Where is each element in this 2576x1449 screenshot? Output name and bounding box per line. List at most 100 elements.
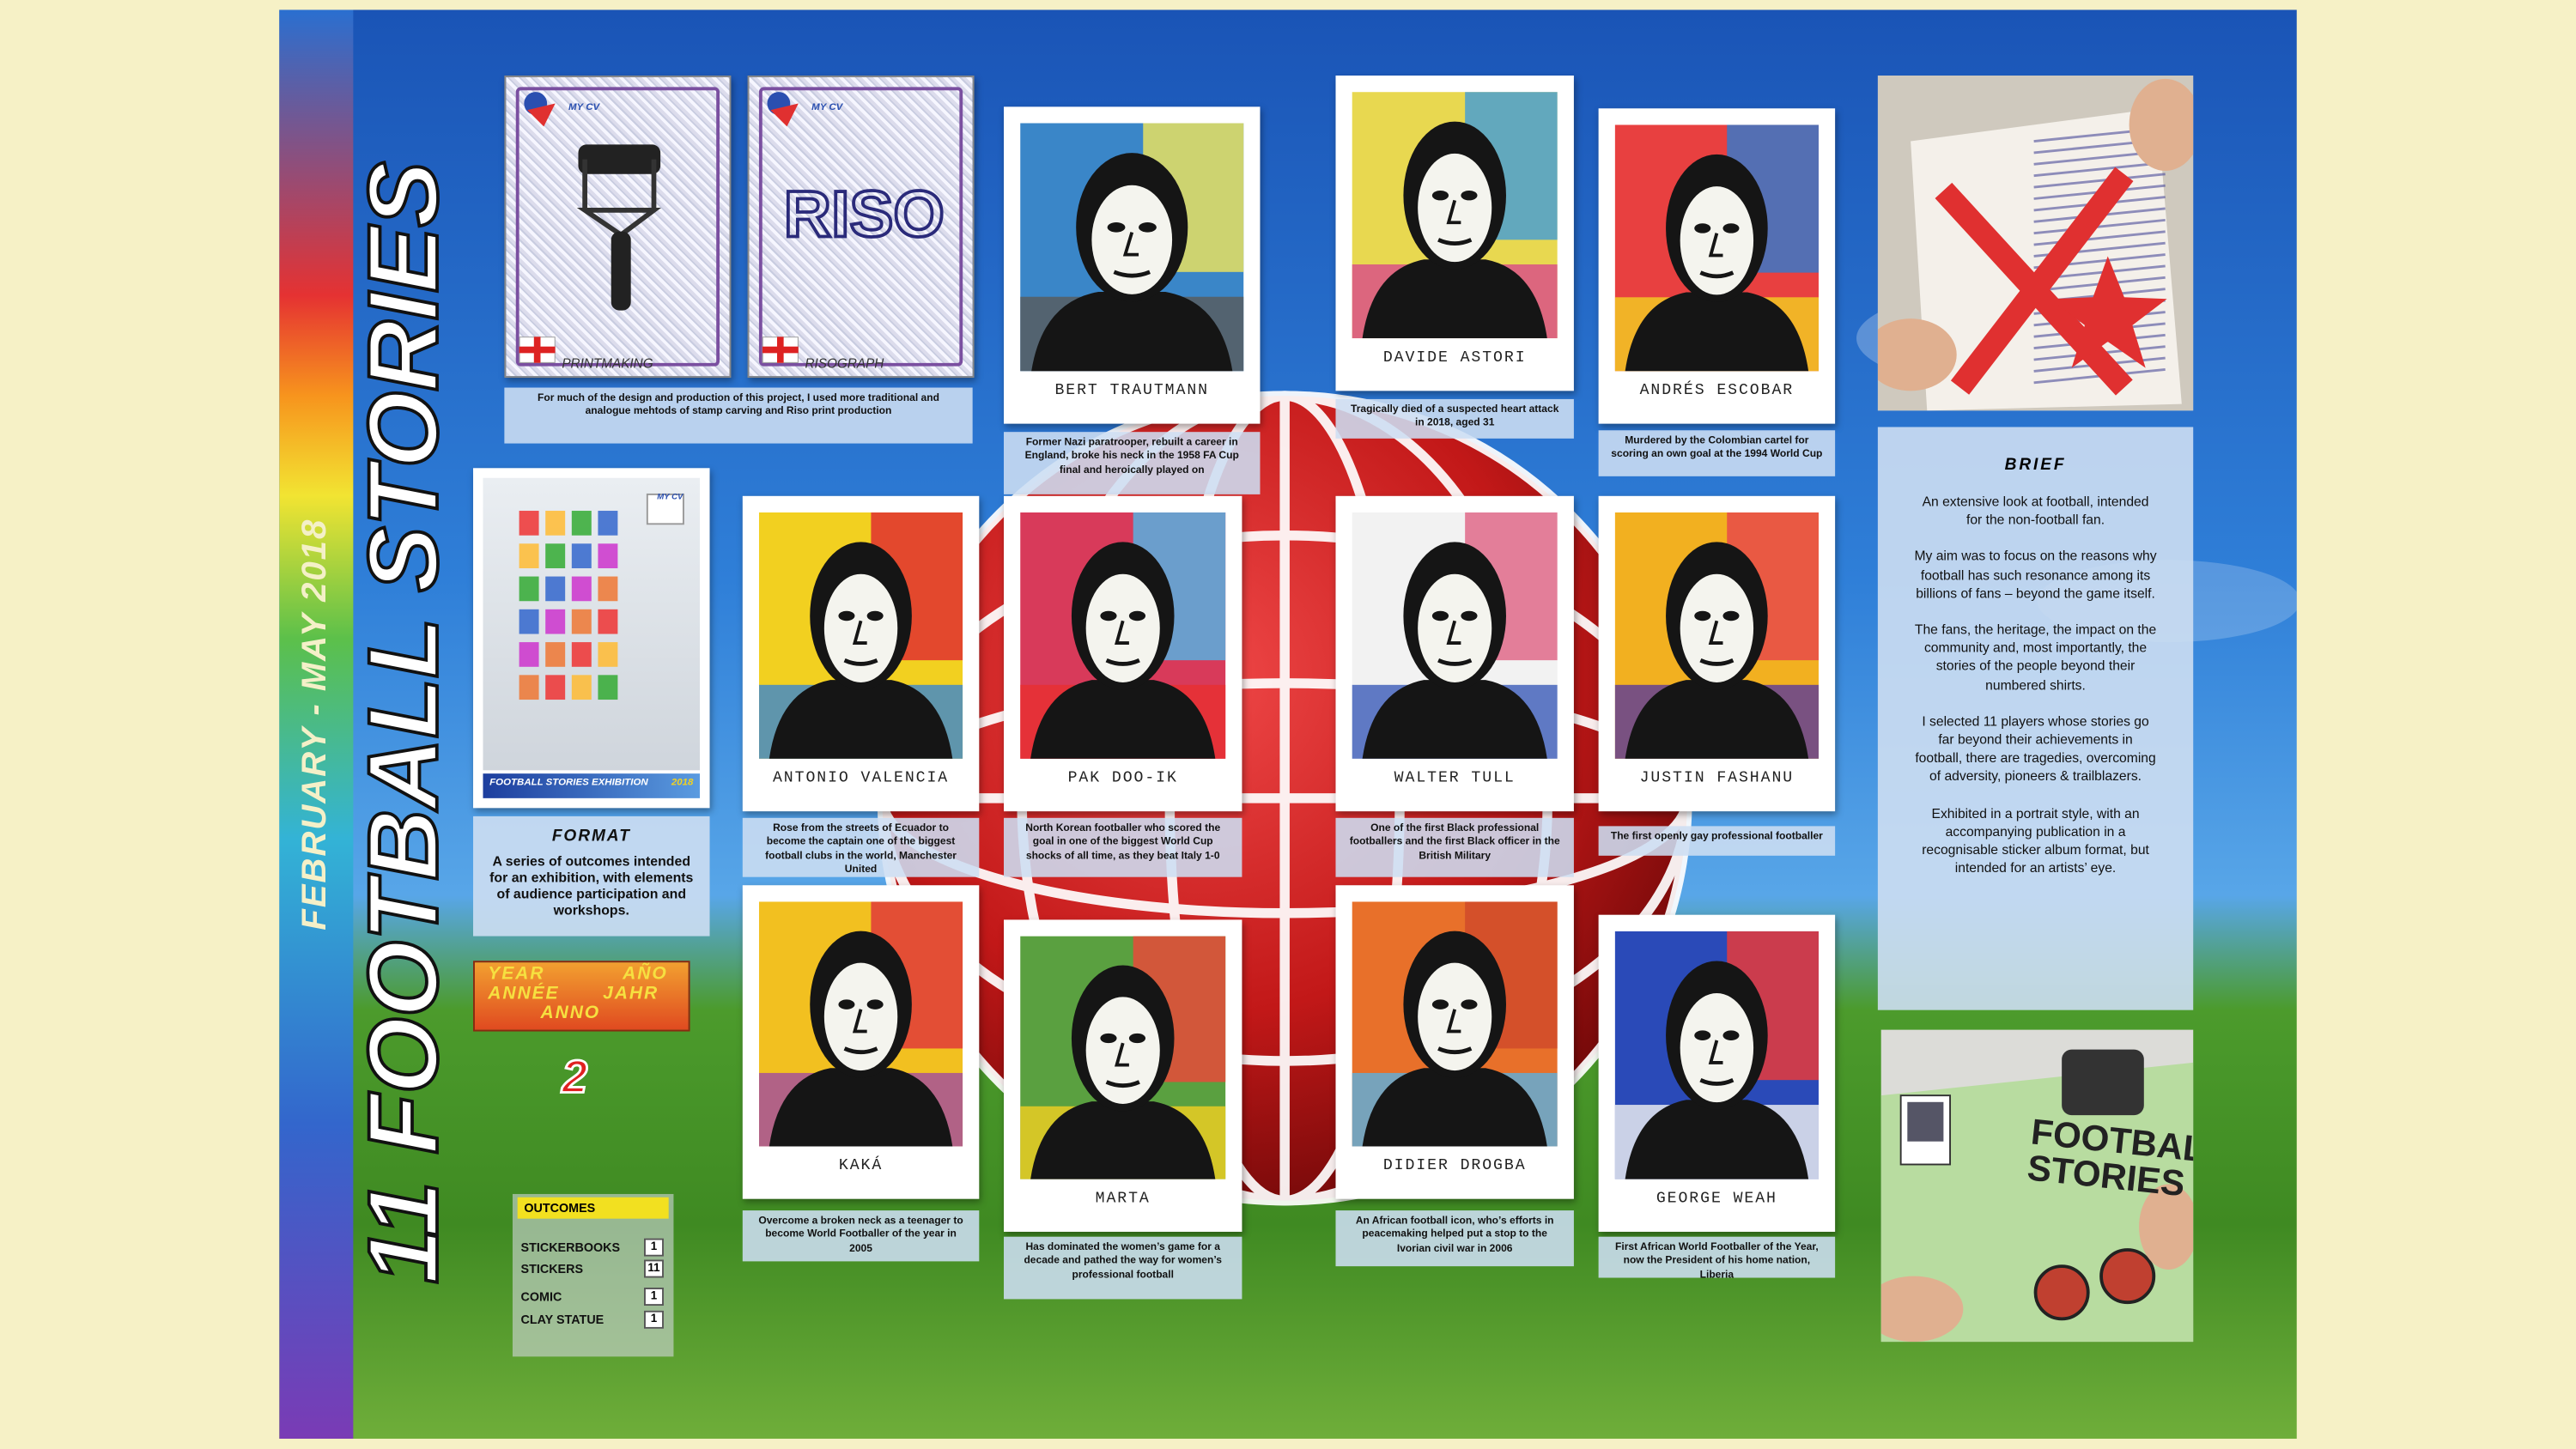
player-card: ANDRÉS ESCOBAR [1598,108,1836,424]
sticker-label: RISOGRAPH [805,356,884,372]
player-caption: Tragically died of a suspected heart att… [1335,398,1574,439]
format-box: FORMAT A series of outcomes intended for … [473,815,710,937]
england-flag [762,336,799,363]
brief-box: BRIEF An extensive look at football, inte… [1877,427,2194,1010]
player-portrait [1614,931,1819,1179]
outcome-label: CLAY STATUE [520,1312,605,1327]
year-word: YEAR [488,964,545,985]
player-card: JUSTIN FASHANU [1598,495,1836,812]
player-name pname: GEORGE WEAH [1656,1189,1777,1208]
player-portrait [1020,123,1244,372]
player-caption: The first openly gay professional footba… [1598,826,1836,856]
year-word: JAHR [603,984,659,1004]
player-caption: Has dominated the women’s game for a dec… [1004,1236,1242,1300]
format-heading: FORMAT [551,828,631,846]
player-name pname: DAVIDE ASTORI [1382,348,1527,367]
exhibition-caption: FOOTBALL STORIES EXHIBITION [489,778,648,789]
outcome-label: STICKERS [520,1261,584,1276]
player-portrait [758,512,963,759]
player-caption: Rose from the streets of Ecuador to beco… [742,817,980,877]
player-name pname: PAK DOO-IK [1067,768,1178,787]
exhibition-card: MY CV FOOTBALL STORIES EXHIBITION 2018 [473,468,710,809]
outcomes-header: OUTCOMES [517,1197,669,1219]
exhibition-badge: MY CV [657,492,683,503]
brief-heading: BRIEF [2004,456,2067,475]
exhibition-year: 2018 [671,778,694,789]
brief-paragraph: The fans, the heritage, the impact on th… [1914,622,2157,693]
player-name pname: DIDIER DROGBA [1382,1155,1527,1174]
outcome-count: 1 [644,1238,664,1257]
poster-subtitle: FEBRUARY - MAY 2018 [295,518,334,931]
player-portrait [1614,124,1819,372]
player-card: MARTA [1004,919,1242,1232]
player-card: GEORGE WEAH [1598,914,1836,1232]
brief-paragraph: My aim was to focus on the reasons why f… [1914,549,2157,601]
outcome-count: 11 [644,1259,664,1278]
player-caption: One of the first Black professional foot… [1335,817,1574,877]
gallery-wall [519,493,684,700]
brief-paragraph: An extensive look at football, intended … [1922,494,2149,528]
brief-paragraph: Exhibited in a portrait style, with an a… [1922,805,2149,876]
zine-photo-art [1877,76,2194,411]
workshop-photo-text: FOOTBALL STORIES [2025,1111,2194,1204]
brief-paragraph: I selected 11 players whose stories go f… [1915,713,2156,785]
exhibition-photo [483,477,701,771]
player-caption: North Korean footballer who scored the g… [1004,817,1242,877]
rainbow-strip [279,9,354,1440]
player-caption: Former Nazi paratrooper, rebuilt a caree… [1004,432,1261,494]
workshop-photo-art [1880,1049,2194,1343]
player-name pname: ANDRÉS ESCOBAR [1639,380,1795,399]
sticker-frame [515,87,720,367]
year-number: 2 [561,1050,589,1103]
year-word: ANNO [540,1003,601,1023]
player-card: DIDIER DROGBA [1335,885,1574,1199]
exhibition-bar: FOOTBALL STORIES EXHIBITION 2018 [483,773,701,798]
player-card: BERT TRAUTMANN [1004,106,1261,424]
player-name pname: JUSTIN FASHANU [1639,768,1795,787]
year-word: AÑO [623,964,668,985]
player-card: PAK DOO-IK [1004,495,1242,812]
player-portrait [1352,92,1558,339]
roller-tool-image [576,144,662,311]
mascot-logo [524,92,556,127]
outcome-count: 1 [644,1288,664,1307]
player-portrait [758,901,963,1147]
sticker-badge: MY CV [811,103,843,114]
player-caption: Overcome a broken neck as a teenager to … [742,1210,980,1262]
outcome-count: 1 [644,1310,664,1329]
player-portrait [1352,512,1558,759]
sticker-card: MY CV RISOGRAPH RISO [747,76,975,379]
player-card: DAVIDE ASTORI [1335,76,1574,391]
player-portrait [1020,512,1226,759]
outcome-label: STICKERBOOKS [520,1240,621,1255]
player-card: ANTONIO VALENCIA [742,495,980,812]
sticker-badge: MY CV [568,103,600,114]
player-portrait [1020,936,1226,1179]
player-card: KAKÁ [742,885,980,1199]
player-caption: An African football icon, who’s efforts … [1335,1210,1574,1267]
england-flag [519,336,556,363]
player-name pname: BERT TRAUTMANN [1054,380,1209,399]
mascot-logo [767,92,799,127]
player-name pname: KAKÁ [838,1155,884,1174]
year-badge: YEAR AÑO ANNÉE JAHR ANNO [473,961,690,1032]
player-caption: First African World Footballer of the Ye… [1598,1236,1836,1281]
player-name pname: WALTER TULL [1394,768,1516,787]
riso-logo: RISO [782,178,946,253]
workshop-photo: FOOTBALL STORIES [1880,1029,2194,1343]
year-word: ANNÉE [488,984,560,1004]
player-caption: Murdered by the Colombian cartel for sco… [1598,430,1836,476]
sticker-label: PRINTMAKING [562,356,653,372]
player-portrait [1614,512,1819,759]
poster-title: 11 FOOTBALL STORIES [347,160,460,1285]
player-name pname: ANTONIO VALENCIA [772,768,950,787]
zine-photo [1877,76,2194,411]
stickers-caption cap: For much of the design and production of… [504,387,973,444]
sticker-card: MY CV PRINTMAKING [504,76,732,379]
sticker-frame [758,87,963,367]
player-card: WALTER TULL [1335,495,1574,812]
player-portrait [1352,901,1558,1147]
format-text: A series of outcomes intended for an exh… [489,852,694,919]
